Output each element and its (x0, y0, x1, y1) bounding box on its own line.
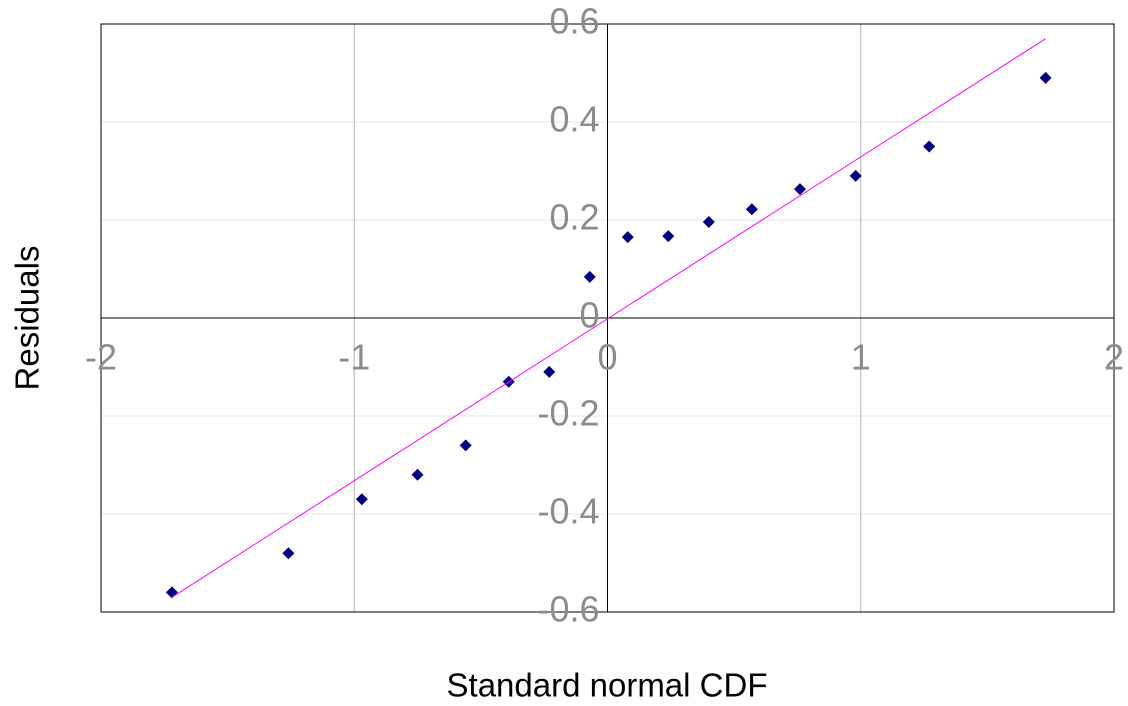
y-tick-label: -0.2 (537, 393, 599, 434)
point (745, 203, 758, 216)
y-tick-label: 0 (579, 295, 599, 336)
y-tick-label: -0.6 (537, 589, 599, 630)
y-tick-label: 0.4 (549, 99, 599, 140)
reference-line (171, 38, 1046, 598)
point (1039, 71, 1052, 84)
x-axis-title: Standard normal CDF (447, 667, 768, 704)
point (543, 365, 556, 378)
x-tick-label: 2 (1104, 337, 1124, 378)
x-tick-label: -1 (338, 337, 370, 378)
point (662, 230, 675, 243)
point (355, 493, 368, 506)
point (282, 547, 295, 560)
point (165, 586, 178, 599)
point (621, 231, 634, 244)
point (583, 270, 596, 283)
point (793, 183, 806, 196)
y-tick-label: -0.4 (537, 491, 599, 532)
y-axis-title: Residuals (9, 246, 46, 391)
point (411, 468, 424, 481)
x-tick-label: 0 (597, 337, 617, 378)
point (459, 439, 472, 452)
x-tick-label: -2 (85, 337, 117, 378)
point (702, 215, 715, 228)
y-tick-label: 0.2 (549, 197, 599, 238)
x-tick-label: 1 (851, 337, 871, 378)
point (923, 140, 936, 153)
y-tick-label: 0.6 (549, 1, 599, 42)
point (849, 169, 862, 182)
